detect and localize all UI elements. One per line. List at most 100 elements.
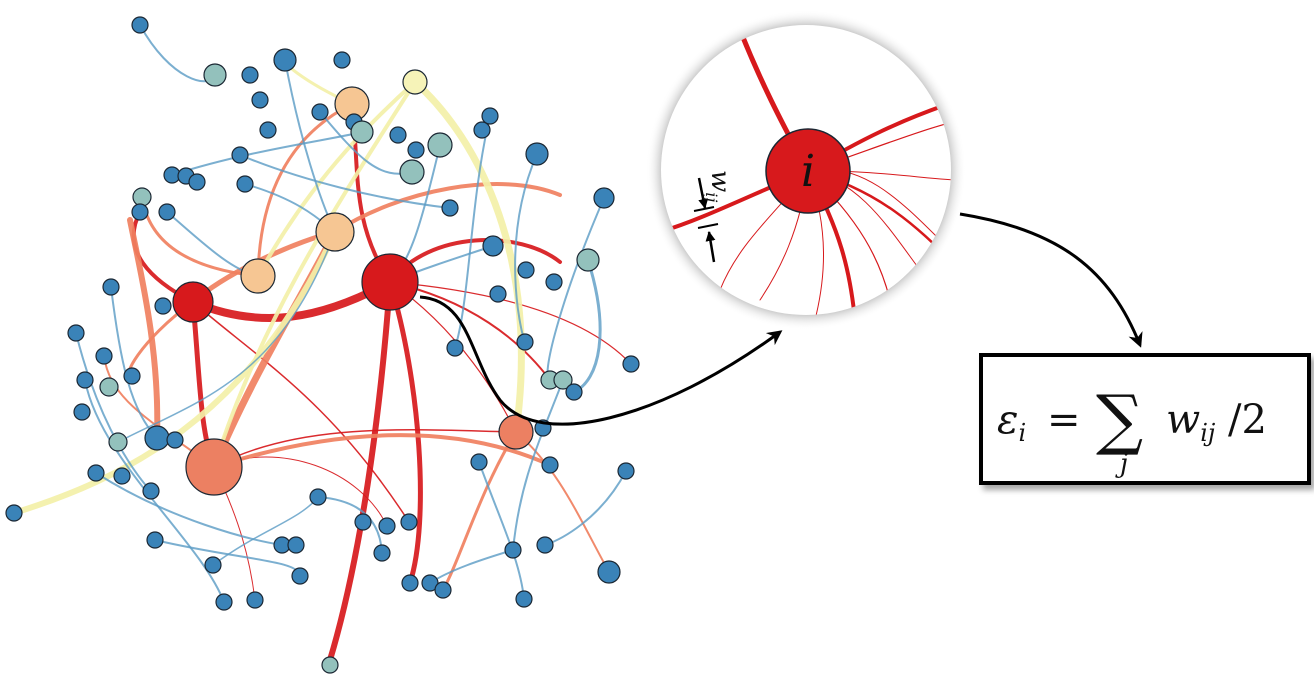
network-nodes — [5, 16, 640, 674]
network-node — [434, 581, 452, 599]
network-node — [407, 141, 425, 159]
network-node — [489, 285, 507, 303]
network-node — [401, 574, 419, 592]
network-node — [67, 324, 85, 342]
network-node — [622, 355, 640, 373]
network-node — [185, 438, 243, 496]
network-node — [389, 126, 407, 144]
network-node — [99, 377, 119, 397]
network-node — [123, 367, 141, 385]
network-node — [597, 560, 621, 584]
network-node — [215, 593, 233, 611]
network-node — [188, 173, 206, 191]
network-node — [470, 453, 488, 471]
network-edges — [11, 24, 632, 663]
network-node — [473, 121, 491, 139]
network-node — [231, 146, 249, 164]
network-node — [482, 235, 504, 257]
network-node — [525, 142, 549, 166]
network-edge — [544, 470, 627, 546]
network-edge — [411, 78, 525, 436]
network-node — [593, 187, 615, 209]
network-node — [246, 591, 264, 609]
network-node — [481, 107, 499, 125]
network-edge — [192, 301, 410, 523]
network-node — [236, 175, 254, 193]
network-edge — [429, 549, 514, 584]
network-edge — [317, 496, 383, 554]
network-node — [142, 482, 160, 500]
hub-node-label: i — [801, 146, 815, 197]
network-node — [378, 517, 396, 535]
network-node — [273, 48, 297, 72]
network-edge — [387, 279, 423, 586]
network-node — [131, 203, 149, 221]
network-node — [113, 467, 131, 485]
network-node — [446, 339, 464, 357]
network-node — [504, 541, 522, 559]
network-edge — [478, 461, 525, 600]
network-node — [95, 347, 113, 365]
network-edge — [256, 80, 417, 278]
network-node — [154, 297, 172, 315]
network-edge — [95, 472, 283, 546]
network-node — [421, 574, 439, 592]
network-edge — [256, 102, 354, 278]
network-edge — [454, 115, 491, 349]
network-edge — [572, 258, 602, 394]
formula-sum-symbol: ∑ — [1096, 381, 1143, 458]
network-node — [311, 103, 329, 121]
network-node — [617, 462, 635, 480]
network-edge — [127, 217, 161, 441]
network-node — [321, 656, 339, 674]
network-node — [309, 488, 327, 506]
network-edge — [441, 430, 518, 592]
network-node — [576, 248, 600, 272]
network-node — [361, 253, 419, 311]
formula-equals: = — [1047, 397, 1081, 443]
edge-weight-label: wij — [702, 170, 735, 202]
network-node — [76, 371, 94, 389]
network-node — [516, 333, 534, 351]
network-node — [102, 278, 120, 296]
network-node — [350, 120, 374, 144]
formula-divisor: /2 — [1228, 397, 1267, 443]
network-edge — [239, 154, 451, 209]
network-node — [172, 281, 214, 323]
network-edge — [389, 281, 632, 365]
network-node — [146, 531, 164, 549]
network-node — [541, 456, 559, 474]
formula-arrow — [959, 212, 1143, 348]
network-node — [427, 132, 453, 158]
network-edge — [512, 379, 564, 551]
network-node — [158, 203, 176, 221]
network-node — [203, 63, 227, 87]
network-edge — [212, 496, 319, 566]
network-node — [333, 51, 351, 69]
network-node — [241, 66, 259, 84]
network-edge — [515, 431, 610, 573]
zoom-arrow — [419, 295, 783, 426]
network-node — [131, 16, 149, 34]
network-node — [259, 121, 277, 139]
network-node — [399, 159, 425, 185]
network-node — [73, 403, 91, 421]
network-edge — [389, 281, 551, 381]
network-node — [565, 383, 583, 401]
network-node — [545, 273, 563, 291]
network-node — [553, 370, 573, 390]
network-node — [536, 536, 554, 554]
network-edge — [117, 231, 336, 443]
network-node — [315, 212, 355, 252]
network-node — [87, 464, 105, 482]
edge-weight-indicator — [693, 177, 719, 263]
formula-term: wij — [1166, 397, 1216, 447]
network-node — [108, 432, 128, 452]
network-node — [166, 431, 184, 449]
hub-node-i — [765, 128, 851, 214]
network-node — [517, 261, 535, 279]
network-edge — [212, 80, 417, 469]
network-node — [441, 199, 459, 217]
network-node — [251, 91, 269, 109]
